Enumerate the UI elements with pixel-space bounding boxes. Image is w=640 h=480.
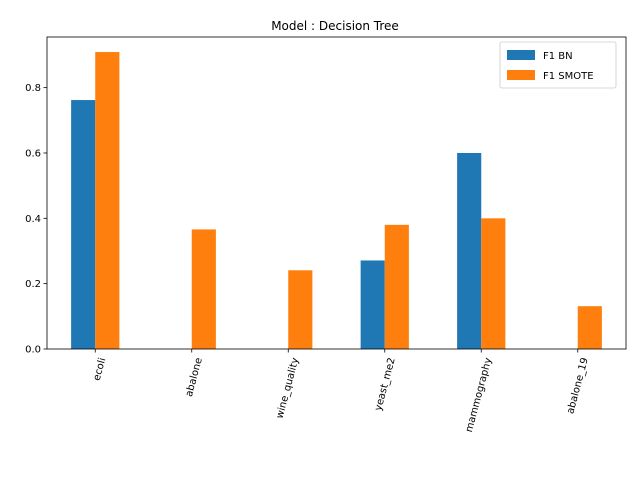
bar-f1-smote-ecoli: [95, 52, 120, 349]
bar-f1-smote-wine-quality: [288, 270, 313, 349]
plot-frame: [46, 36, 627, 350]
legend-swatch-f1-smote: [507, 70, 535, 80]
y-tick-label: 0.6: [25, 148, 41, 159]
x-tick-label-wine-quality: wine_quality: [274, 357, 301, 420]
y-tick-label: 0.4: [25, 214, 41, 225]
legend-label-f1-smote: F1 SMOTE: [543, 71, 594, 82]
bar-f1-bn-mammography: [457, 152, 482, 349]
y-tick-label: 0.8: [25, 83, 41, 94]
legend: F1 BN F1 SMOTE: [499, 41, 617, 89]
bar-f1-smote-yeast-me2: [384, 224, 409, 349]
legend-swatch-f1-bn: [507, 50, 535, 60]
bar-f1-bn-ecoli: [71, 100, 96, 349]
y-tick-label: 0.2: [25, 279, 41, 290]
x-tick-label-abalone: abalone: [184, 357, 205, 398]
x-tick-label-ecoli: ecoli: [92, 357, 109, 382]
y-tick-label: 0.0: [25, 345, 41, 356]
bar-f1-smote-abalone: [191, 229, 216, 349]
x-tick-label-yeast-me2: yeast_me2: [373, 357, 398, 413]
chart-title: Model : Decision Tree: [271, 19, 399, 33]
bar-f1-smote-mammography: [481, 218, 506, 349]
x-tick-label-mammography: mammography: [464, 357, 494, 434]
bar-f1-bn-yeast-me2: [360, 260, 385, 349]
bars-layer: [71, 52, 602, 349]
x-tick-label-abalone-19: abalone_19: [565, 357, 591, 416]
legend-label-f1-bn: F1 BN: [543, 51, 573, 62]
bar-f1-smote-abalone-19: [577, 306, 602, 349]
